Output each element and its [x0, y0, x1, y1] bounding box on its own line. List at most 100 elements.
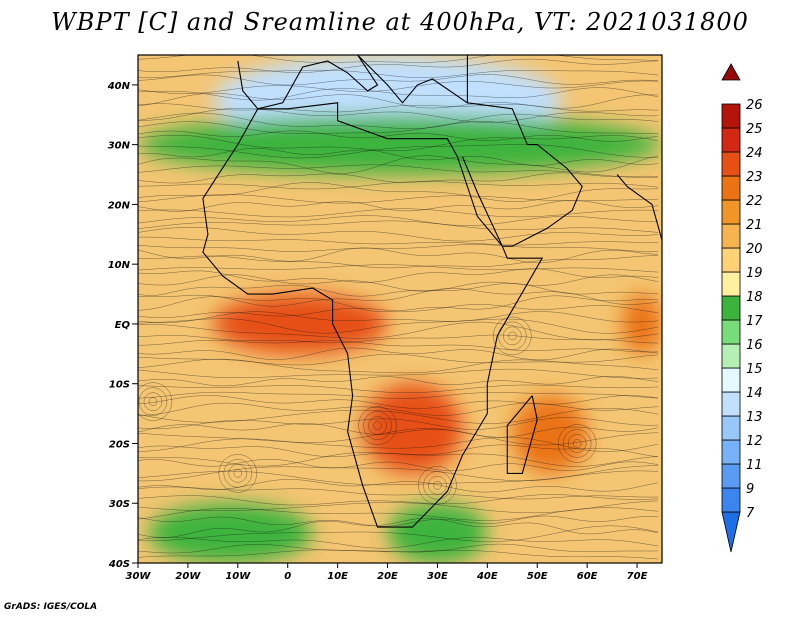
lon-tick-label: 30W: [126, 571, 152, 582]
streamline: [138, 264, 659, 273]
wbpt-shading: [138, 55, 662, 563]
streamline: [138, 494, 659, 506]
streamline: [138, 486, 659, 500]
streamline: [138, 525, 659, 542]
lat-tick-label: 30N: [108, 141, 131, 152]
colorbar-label: 14: [746, 386, 763, 401]
lon-tick-label: 30E: [427, 571, 448, 582]
streamline: [138, 417, 659, 430]
streamline-vortex: [368, 416, 387, 435]
streamline: [138, 268, 659, 283]
streamline-vortex: [562, 429, 592, 458]
streamline: [138, 80, 659, 94]
colorbar-box: [721, 439, 741, 465]
streamline-vortex: [228, 464, 248, 483]
latitude-axis: 40N 30N 20N 10N EQ 10S 20S 30S 40S: [107, 81, 138, 570]
streamline: [138, 517, 659, 538]
streamline: [138, 220, 659, 233]
colorbar-box: [721, 151, 741, 177]
streamline-vortex: [567, 434, 587, 453]
colorbar-arrow-bottom: [721, 511, 741, 553]
streamline: [138, 507, 659, 521]
shading-equatorial-west-warm: [212, 294, 388, 354]
colorbar-label: 19: [746, 266, 763, 281]
streamline-vortex: [423, 471, 452, 500]
lon-tick-label: 20E: [377, 571, 398, 582]
streamline: [138, 368, 659, 379]
streamline: [138, 215, 659, 226]
streamline: [138, 135, 659, 151]
streamline: [138, 407, 659, 424]
lat-tick-label: 10N: [108, 260, 131, 271]
lat-tick-label: 20N: [108, 200, 131, 211]
colorbar-box: [721, 247, 741, 273]
map-title: WBPT [C] and Sreamline at 400hPa, VT: 20…: [51, 8, 749, 36]
lon-tick-label: 70E: [627, 571, 648, 582]
streamline-vortex: [493, 316, 532, 356]
streamline: [138, 55, 659, 63]
streamline-vortex: [557, 424, 597, 463]
streamline: [138, 334, 659, 344]
lon-tick-label: 20W: [175, 571, 201, 582]
streamline: [138, 121, 659, 134]
colorbar-box: [721, 367, 741, 393]
streamline: [138, 255, 659, 269]
grads-credit: GrADS: IGES/COLA: [4, 602, 98, 612]
streamline: [138, 148, 659, 166]
colorbar-box: [721, 175, 741, 201]
lon-tick-label: 10E: [327, 571, 348, 582]
streamline: [138, 549, 659, 560]
streamline: [138, 69, 659, 78]
streamline-vortex: [508, 331, 517, 341]
colorbar-label: 11: [746, 458, 763, 473]
colorbar-box: [721, 343, 741, 369]
streamline-vortex: [358, 406, 397, 445]
streamline: [138, 208, 659, 218]
streamline: [138, 500, 659, 514]
colorbar-label: 12: [746, 434, 763, 449]
coast-arabia: [461, 102, 583, 247]
shading-east-edge-warm: [622, 294, 662, 354]
colorbar-box: [721, 271, 741, 297]
streamline: [138, 318, 659, 334]
streamline: [138, 358, 659, 374]
shading-southern-africa-warm: [362, 383, 463, 474]
streamline: [138, 236, 659, 246]
map-frame: [137, 54, 663, 564]
colorbar: 7 9 11 12 13 14 15 16 17 18 19 20 21 22 23 24 25 26: [721, 63, 763, 553]
streamline: [138, 452, 659, 467]
streamline: [138, 58, 659, 73]
streamline: [138, 130, 659, 142]
coast-madagascar: [506, 395, 538, 474]
streamline: [138, 459, 659, 472]
lat-tick-label: 40N: [107, 81, 131, 92]
colorbar-label: 22: [746, 194, 763, 209]
colorbar-box: [721, 199, 741, 225]
lon-tick-label: 10W: [225, 571, 251, 582]
lon-tick-label: 0: [284, 571, 291, 582]
lon-tick-label: 60E: [577, 571, 598, 582]
coast-europe: [237, 55, 468, 110]
streamline: [138, 347, 659, 361]
colorbar-box: [721, 127, 741, 153]
streamline: [138, 244, 659, 252]
colorbar-arrow-top: [721, 63, 741, 81]
colorbar-box: [721, 415, 741, 441]
lat-tick-label: 30S: [109, 499, 130, 510]
colorbar-box: [721, 103, 741, 129]
streamline: [138, 436, 659, 452]
lat-tick-label: EQ: [115, 320, 131, 331]
shading-madagascar-warm: [512, 395, 588, 474]
streamline: [138, 428, 659, 446]
streamline: [138, 395, 659, 409]
streamline: [138, 311, 659, 323]
colorbar-label: 23: [746, 170, 763, 185]
colorbar-box: [721, 463, 741, 489]
streamline-vortex: [138, 382, 173, 421]
streamline: [138, 227, 659, 242]
streamline-vortex: [223, 459, 253, 488]
streamline-vortex: [373, 421, 382, 430]
streamline-vortex: [428, 476, 447, 495]
streamline-vortex: [503, 326, 522, 346]
